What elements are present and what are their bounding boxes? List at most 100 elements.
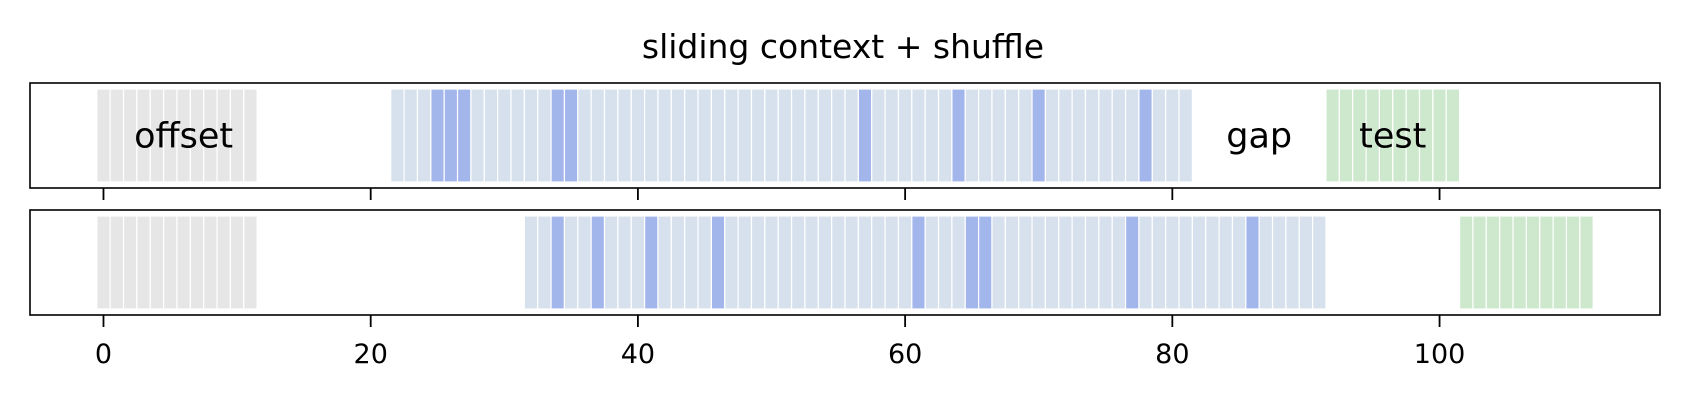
context-cell — [630, 88, 646, 183]
context-cell — [657, 88, 672, 183]
offset-cell — [109, 88, 125, 183]
context-cell — [670, 215, 686, 310]
context-cell — [831, 215, 846, 310]
context-cell — [764, 215, 779, 310]
context-cell — [1205, 215, 1220, 310]
panel-2: 0 20 40 60 80 100 — [29, 209, 1661, 370]
context-cell — [1098, 88, 1113, 183]
context-cell — [991, 215, 1006, 310]
highlighted-cell — [430, 88, 445, 183]
context-cell — [510, 88, 525, 183]
context-cell — [657, 215, 672, 310]
highlighted-cell — [710, 215, 726, 310]
test-cell — [1552, 215, 1568, 310]
context-cell — [1298, 215, 1314, 310]
context-cell — [764, 88, 779, 183]
x-tick-label: 60 — [888, 339, 922, 370]
context-cell — [991, 88, 1006, 183]
context-cell — [1178, 88, 1193, 183]
context-cell — [724, 215, 739, 310]
context-cell — [603, 215, 619, 310]
context-cell — [1111, 215, 1127, 310]
context-cell — [697, 88, 712, 183]
highlighted-cell — [857, 88, 873, 183]
panel-frame — [29, 82, 1661, 189]
context-cell — [951, 215, 966, 310]
context-cell — [737, 88, 753, 183]
context-cell — [750, 88, 766, 183]
offset-cell — [189, 215, 205, 310]
highlighted-cell — [964, 215, 980, 310]
offset-cell — [163, 215, 178, 310]
context-cell — [577, 88, 592, 183]
context-cell — [884, 215, 900, 310]
highlighted-cell — [1245, 215, 1260, 310]
context-cell — [790, 215, 806, 310]
offset-cell — [203, 215, 218, 310]
context-cell — [1271, 215, 1287, 310]
context-cell — [1124, 88, 1140, 183]
offset-cell — [122, 215, 138, 310]
highlighted-cell — [978, 215, 993, 310]
context-cell — [1098, 215, 1113, 310]
x-tick-label: 20 — [354, 339, 388, 370]
context-cell — [390, 88, 405, 183]
offset-cell — [229, 215, 245, 310]
context-cell — [724, 88, 739, 183]
context-cell — [1044, 88, 1060, 183]
test-cell — [1485, 215, 1501, 310]
context-cell — [871, 215, 886, 310]
panels: offset gap test 0 20 40 60 80 100 — [29, 82, 1661, 370]
test-cell — [1525, 215, 1541, 310]
context-cell — [483, 88, 499, 183]
context-cell — [1138, 215, 1153, 310]
x-tick-label: 100 — [1414, 339, 1466, 370]
highlighted-cell — [550, 88, 566, 183]
context-cell — [1151, 215, 1167, 310]
highlighted-cell — [1031, 88, 1047, 183]
context-cell — [978, 88, 993, 183]
offset-cell — [149, 215, 165, 310]
context-cell — [831, 88, 846, 183]
x-tick-label: 80 — [1155, 339, 1189, 370]
context-cell — [684, 88, 699, 183]
context-cell — [844, 215, 859, 310]
context-cell — [1231, 215, 1247, 310]
context-cell — [871, 88, 886, 183]
test-cell — [1512, 215, 1527, 310]
highlighted-cell — [643, 215, 659, 310]
offset-cell — [109, 215, 125, 310]
context-cell — [523, 88, 539, 183]
context-cell — [937, 88, 953, 183]
context-cell — [790, 88, 806, 183]
highlighted-cell — [1138, 88, 1153, 183]
context-cell — [710, 88, 726, 183]
context-cell — [924, 88, 940, 183]
context-cell — [857, 215, 873, 310]
test-cell — [1432, 88, 1447, 183]
context-cell — [537, 215, 552, 310]
context-cell — [1312, 215, 1327, 310]
highlighted-cell — [550, 215, 566, 310]
context-cell — [630, 215, 646, 310]
context-cell — [1151, 88, 1167, 183]
test-cell — [1472, 215, 1487, 310]
segment-label-gap: gap — [1226, 117, 1292, 157]
context-cell — [563, 215, 579, 310]
context-cell — [416, 88, 432, 183]
context-cell — [804, 88, 819, 183]
x-tick-label: 40 — [621, 339, 655, 370]
test-cell — [1539, 215, 1554, 310]
x-tick-label: 0 — [95, 339, 112, 370]
context-cell — [1031, 215, 1047, 310]
context-cell — [617, 215, 632, 310]
context-cell — [1004, 88, 1020, 183]
context-cell — [1058, 88, 1073, 183]
test-cell — [1565, 215, 1581, 310]
context-cell — [684, 215, 699, 310]
panel-frame — [29, 209, 1661, 316]
context-cell — [1258, 215, 1274, 310]
context-cell — [937, 215, 953, 310]
context-cell — [844, 88, 859, 183]
